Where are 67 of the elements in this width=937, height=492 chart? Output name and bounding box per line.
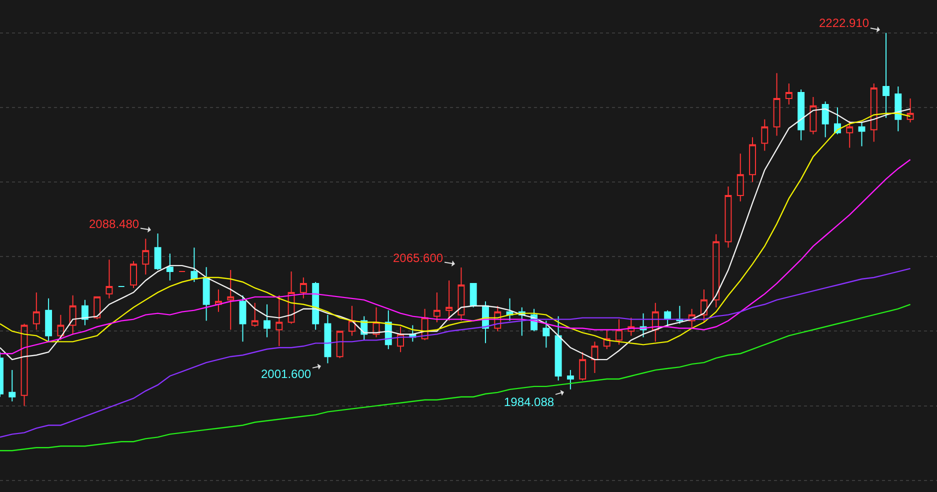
candlestick: [106, 259, 113, 299]
candlestick: [736, 153, 744, 202]
candlestick: [858, 122, 866, 147]
candlestick: [761, 118, 768, 152]
candlestick: [700, 288, 708, 323]
candlestick: [312, 282, 320, 330]
candlestick: [251, 302, 258, 328]
candlestick: [724, 186, 732, 248]
candlestick: [372, 306, 380, 338]
candlestick: [142, 238, 150, 276]
candlestick: [433, 292, 440, 323]
candlestick: [749, 136, 756, 183]
candlestick: [348, 305, 356, 336]
candlestick: [130, 260, 137, 288]
candlestick: [154, 233, 162, 271]
annotation: 1984.088: [504, 395, 554, 409]
candlestick: [894, 86, 902, 132]
candlestick: [566, 370, 574, 390]
candlestick: [554, 316, 562, 381]
candlestick: [470, 282, 477, 308]
candlestick: [458, 266, 465, 322]
candlestick: [288, 271, 295, 324]
candlestick: [276, 294, 283, 347]
candlestick: [215, 288, 222, 312]
candlestick: [810, 96, 817, 135]
candlestick: [906, 98, 914, 123]
annotation: 2088.480: [89, 217, 140, 231]
candlestick: [785, 83, 792, 105]
candlestick: [882, 32, 890, 118]
candlestick: [712, 234, 720, 308]
candlestick: [264, 304, 270, 338]
annotation: 2001.600: [261, 367, 312, 381]
candlestick: [190, 247, 198, 282]
candlestick: [579, 352, 586, 381]
candlestick: [32, 292, 40, 330]
candlestick: [397, 326, 404, 353]
candlestick: [20, 323, 28, 406]
candlestick: [591, 341, 598, 374]
candlestick: [57, 314, 64, 341]
candlestick: [227, 270, 234, 330]
candlestick: [81, 299, 88, 326]
candlestick: [300, 277, 307, 299]
candlestick: [45, 298, 52, 342]
candlestick: [870, 83, 878, 142]
candlestick: [603, 329, 610, 350]
candlestick: [421, 308, 428, 341]
candlestick: [202, 266, 210, 322]
candlestick: [688, 308, 696, 329]
candlestick: [798, 89, 805, 141]
candlestick: [239, 294, 246, 342]
candlestick: [628, 317, 635, 336]
candlestick: [542, 320, 550, 348]
candlestick: [166, 253, 174, 281]
candlestick: [336, 330, 344, 359]
candlestick: [652, 302, 659, 342]
candlestick: [446, 280, 453, 322]
text: 2222.910: [819, 16, 870, 30]
candlestick: [846, 120, 854, 148]
candlestick: [94, 296, 101, 320]
candlestick: [616, 318, 622, 346]
candlestick: [494, 305, 502, 332]
annotation: 2065.600: [393, 251, 444, 265]
candlestick: [8, 370, 16, 402]
candlestick: [773, 72, 780, 136]
candlestick: [822, 100, 829, 138]
candlestick: [69, 294, 76, 335]
candlestick: [324, 314, 332, 364]
